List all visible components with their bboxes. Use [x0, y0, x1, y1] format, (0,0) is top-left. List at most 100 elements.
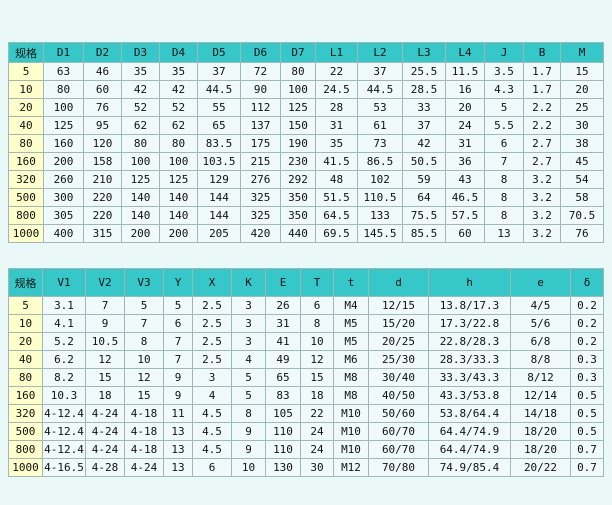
value-cell: 61	[357, 116, 403, 135]
value-cell: 83	[265, 386, 301, 405]
value-cell: 42	[159, 80, 198, 99]
value-cell: 4.5	[192, 440, 232, 459]
value-cell: 200	[159, 224, 198, 243]
value-cell: 60/70	[368, 440, 429, 459]
data-row: 800 4-12.4 4-24 4-18 13 4.5 9 110 24 M10 60/70 64.4…	[8, 440, 604, 459]
value-cell: 73	[357, 134, 403, 153]
size-cell: 5	[8, 62, 44, 81]
value-cell: 25/30	[368, 350, 429, 369]
value-cell: 0.7	[570, 440, 604, 459]
value-cell: 15	[85, 368, 125, 387]
value-cell: 26	[265, 296, 301, 315]
value-cell: 4	[192, 386, 232, 405]
value-cell: 220	[83, 206, 122, 225]
header-cell: δ	[570, 268, 604, 297]
value-cell: 8	[484, 170, 524, 189]
value-cell: 63	[43, 62, 84, 81]
size-cell: 1000	[8, 224, 44, 243]
header-row: 规格 D1 D2 D3 D4 D5 D6 D7 L1 L2 L3 L4 J B M	[8, 42, 604, 63]
value-cell: 158	[83, 152, 122, 171]
value-cell: 120	[83, 134, 122, 153]
size-cell: 320	[8, 170, 44, 189]
value-cell: M8	[333, 386, 369, 405]
value-cell: 12	[124, 368, 164, 387]
value-cell: M6	[333, 350, 369, 369]
value-cell: 46.5	[445, 188, 485, 207]
data-row: 40 6.2 12 10 7 2.5 4 49 12 M6 25/30 28.3/33.3 8/8 0.3	[8, 350, 604, 369]
header-cell: V1	[42, 268, 86, 297]
value-cell: M10	[333, 404, 369, 423]
size-cell: 20	[8, 98, 44, 117]
header-cell: D6	[240, 42, 281, 63]
header-cell: Y	[163, 268, 193, 297]
header-cell: D1	[43, 42, 84, 63]
size-cell: 500	[8, 188, 44, 207]
value-cell: 4/5	[510, 296, 571, 315]
value-cell: 9	[231, 440, 266, 459]
size-cell: 80	[8, 134, 44, 153]
value-cell: 28.3/33.3	[428, 350, 511, 369]
value-cell: 4-24	[85, 422, 125, 441]
data-row: 5 3.1 7 5 5 2.5 3 26 6 M4 12/15 13.8/17.3 4/5 0.2	[8, 296, 604, 315]
value-cell: 37	[402, 116, 446, 135]
value-cell: 17.3/22.8	[428, 314, 511, 333]
value-cell: 150	[280, 116, 316, 135]
value-cell: 440	[280, 224, 316, 243]
data-row: 500 300 220 140 140 144 325 350 51.5 110.5 64 46.5 8…	[8, 188, 604, 207]
value-cell: M4	[333, 296, 369, 315]
value-cell: 44.5	[357, 80, 403, 99]
value-cell: 49	[265, 350, 301, 369]
value-cell: 3	[231, 332, 266, 351]
value-cell: 33.3/43.3	[428, 368, 511, 387]
value-cell: 160	[43, 134, 84, 153]
value-cell: 18	[85, 386, 125, 405]
value-cell: 24	[445, 116, 485, 135]
data-row: 1000 4-16.5 4-28 4-24 13 6 10 130 30 M12 70/80 74.9…	[8, 458, 604, 477]
value-cell: 10.5	[85, 332, 125, 351]
value-cell: 0.2	[570, 314, 604, 333]
value-cell: 24.5	[315, 80, 358, 99]
size-cell: 160	[8, 386, 43, 405]
value-cell: 53	[357, 98, 403, 117]
value-cell: 13	[163, 422, 193, 441]
value-cell: 6/8	[510, 332, 571, 351]
value-cell: 60/70	[368, 422, 429, 441]
value-cell: 10.3	[42, 386, 86, 405]
value-cell: 6.2	[42, 350, 86, 369]
value-cell: 105	[265, 404, 301, 423]
value-cell: 37	[197, 62, 241, 81]
value-cell: 12	[85, 350, 125, 369]
value-cell: 130	[265, 458, 301, 477]
value-cell: 145.5	[357, 224, 403, 243]
header-cell: X	[192, 268, 232, 297]
value-cell: 28.5	[402, 80, 446, 99]
value-cell: 8	[300, 314, 334, 333]
size-cell: 320	[8, 404, 43, 423]
value-cell: 0.2	[570, 296, 604, 315]
value-cell: 300	[43, 188, 84, 207]
value-cell: 62	[121, 116, 160, 135]
value-cell: 31	[265, 314, 301, 333]
value-cell: 48	[315, 170, 358, 189]
value-cell: 4-18	[124, 440, 164, 459]
value-cell: 2.2	[523, 98, 561, 117]
value-cell: 24	[300, 422, 334, 441]
size-cell: 40	[8, 350, 43, 369]
value-cell: 292	[280, 170, 316, 189]
value-cell: 15	[124, 386, 164, 405]
value-cell: 5	[484, 98, 524, 117]
size-cell: 10	[8, 314, 43, 333]
value-cell: 110.5	[357, 188, 403, 207]
value-cell: 0.2	[570, 332, 604, 351]
value-cell: 110	[265, 422, 301, 441]
value-cell: 400	[43, 224, 84, 243]
value-cell: 53.8/64.4	[428, 404, 511, 423]
value-cell: 175	[240, 134, 281, 153]
value-cell: 230	[280, 152, 316, 171]
value-cell: 11.5	[445, 62, 485, 81]
value-cell: 7	[85, 296, 125, 315]
value-cell: 13	[484, 224, 524, 243]
value-cell: 200	[121, 224, 160, 243]
value-cell: 62	[159, 116, 198, 135]
